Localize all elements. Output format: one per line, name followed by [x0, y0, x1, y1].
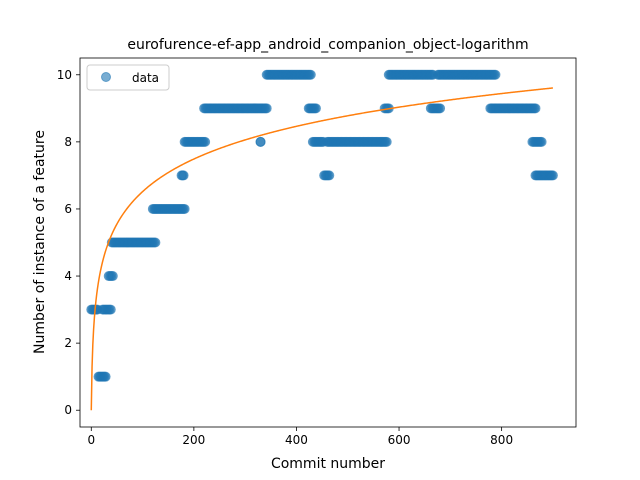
y-axis-label: Number of instance of a feature: [32, 130, 48, 354]
data-point: [305, 69, 316, 80]
data-point: [255, 136, 266, 147]
legend-marker-data: [101, 72, 111, 82]
data-point: [200, 136, 211, 147]
fit-line: [90, 87, 553, 411]
y-tick-label: 8: [64, 135, 72, 149]
data-point: [547, 170, 558, 181]
y-tick-label: 6: [64, 202, 72, 216]
data-point: [435, 103, 446, 114]
legend: data: [86, 64, 170, 91]
data-point: [107, 271, 118, 282]
y-tick-label: 4: [64, 269, 72, 283]
data-point: [536, 136, 547, 147]
y-tick-label: 0: [64, 403, 72, 417]
data-point: [530, 103, 541, 114]
y-tick-label: 10: [57, 68, 72, 82]
data-point: [261, 103, 272, 114]
x-tick-label: 200: [182, 433, 205, 447]
x-axis-label: Commit number: [271, 456, 385, 472]
data-point: [324, 170, 335, 181]
plot-frame: [79, 57, 577, 428]
plot-area: [86, 69, 558, 411]
data-point: [179, 203, 190, 214]
y-tick-label: 2: [64, 336, 72, 350]
data-point: [105, 304, 116, 315]
x-tick-label: 400: [285, 433, 308, 447]
data-point: [490, 69, 501, 80]
data-point: [310, 103, 321, 114]
legend-box: [86, 64, 170, 91]
x-axis: 0 200 400 600 800: [87, 427, 513, 447]
data-point: [178, 170, 189, 181]
data-point: [100, 371, 111, 382]
data-point: [150, 237, 161, 248]
data-point: [381, 136, 392, 147]
y-axis: 0 2 4 6 8 10: [57, 68, 80, 417]
x-tick-label: 800: [490, 433, 513, 447]
x-tick-label: 600: [388, 433, 411, 447]
legend-label-data: data: [132, 71, 159, 85]
x-tick-label: 0: [87, 433, 95, 447]
chart-title: eurofurence-ef-app_android_companion_obj…: [127, 37, 528, 53]
